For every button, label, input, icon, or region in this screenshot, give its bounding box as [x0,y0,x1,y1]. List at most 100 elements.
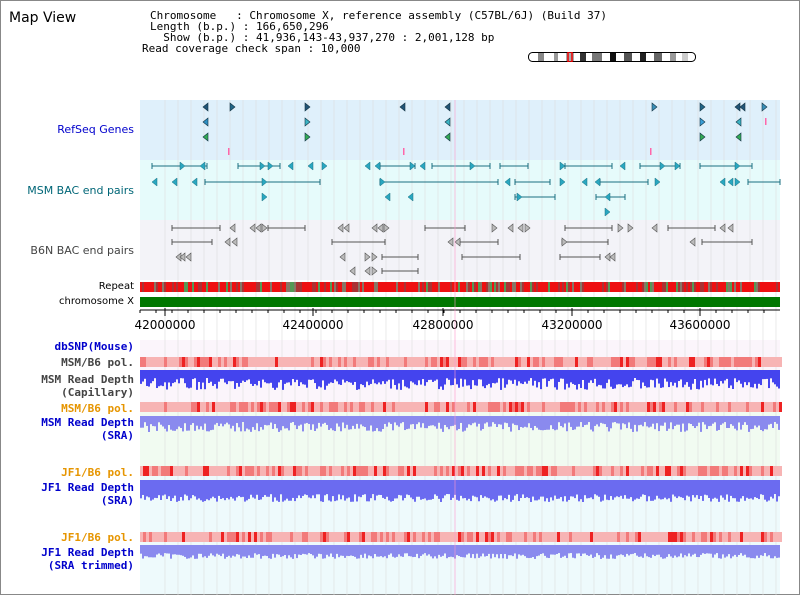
polymorphism-cell [419,357,422,367]
repeat-segment [400,282,402,292]
depth-bar [358,416,360,429]
gene-glyph [651,102,658,112]
b6n-end-arrow [229,223,236,233]
depth-bar [202,480,204,502]
repeat-segment [722,282,724,292]
depth-bar [184,370,186,384]
polymorphism-cell [440,402,443,412]
polymorphism-cell [722,402,725,412]
jf1-read-depth-trimmed-label[interactable]: JF1 Read Depth [41,546,134,559]
depth-bar [680,370,682,380]
polymorphism-cell [422,357,425,367]
polymorphism-cell [701,532,704,542]
jf1-b6-pol-label[interactable]: JF1/B6 pol. [61,466,134,479]
depth-bar [528,370,530,381]
depth-bar [700,416,702,432]
msm-read-depth-capillary-label[interactable]: MSM Read Depth [41,373,134,386]
depth-bar [412,480,414,500]
depth-bar [534,370,536,381]
depth-bar [566,416,568,432]
depth-bar [250,370,252,384]
polymorphism-cell [680,357,683,367]
depth-bar [416,480,418,497]
depth-bar [536,416,538,428]
jf1-read-depth-sra-label[interactable]: JF1 Read Depth [41,481,134,494]
repeat-segment [748,282,750,292]
depth-bar [606,370,608,383]
repeat-segment [258,282,260,292]
polymorphism-cell [290,357,293,367]
depth-bar [570,370,572,383]
polymorphism-cell [308,466,311,476]
b6n-end-arrow [337,223,344,233]
msm-bac-label[interactable]: MSM BAC end pairs [27,184,134,197]
jf1-b6-pol-label-2[interactable]: JF1/B6 pol. [61,531,134,544]
dbsnp-label[interactable]: dbSNP(Mouse) [54,340,134,353]
depth-bar [742,480,744,497]
depth-bar [510,370,512,381]
depth-bar [244,480,246,502]
depth-bar [744,480,746,501]
polymorphism-cell [311,466,314,476]
msm-b6-pol-label[interactable]: MSM/B6 pol. [61,356,134,369]
repeat-segment [270,282,272,292]
depth-bar [158,370,160,387]
depth-bar [386,480,388,497]
depth-bar [302,545,304,554]
repeat-segment [304,282,306,292]
refseq-genes-label[interactable]: RefSeq Genes [57,123,134,136]
depth-bar [764,480,766,500]
depth-bar [436,480,438,496]
repeat-segment [476,282,478,292]
polymorphism-cell [587,402,590,412]
depth-bar [418,545,420,559]
chromosome-ideogram[interactable] [528,52,696,62]
polymorphism-cell [227,357,230,367]
depth-bar [432,416,434,426]
depth-bar [732,416,734,426]
repeat-segment [410,282,412,292]
depth-bar [624,480,626,496]
depth-bar [220,416,222,424]
bac-end-arrow [407,192,414,202]
depth-bar [172,416,174,431]
depth-bar [500,545,502,555]
polymorphism-cell [734,466,737,476]
polymorphism-cell [359,466,362,476]
polymorphism-cell [410,402,413,412]
depth-bar [218,416,220,427]
depth-bar [656,370,658,379]
depth-bar [204,480,206,502]
polymorphism-cell [167,357,170,367]
polymorphism-cell [191,466,194,476]
depth-bar [590,545,592,555]
depth-bar [258,416,260,432]
depth-bar [578,370,580,385]
b6n-end-arrow [185,252,192,262]
depth-bar [710,480,712,502]
repeat-segment [762,282,764,292]
depth-bar [432,480,434,499]
depth-bar [660,480,662,500]
msm-read-depth-sra-label[interactable]: MSM Read Depth [41,416,134,429]
repeat-segment [466,282,468,292]
repeat-segment [520,282,522,292]
polymorphism-cell [293,466,296,476]
b6n-bac-label[interactable]: B6N BAC end pairs [30,244,134,257]
repeat-segment [234,282,236,292]
depth-bar [664,416,666,423]
msm-b6-pol-sra-label[interactable]: MSM/B6 pol. [61,402,134,415]
repeat-segment [766,282,768,292]
polymorphism-cell [770,357,773,367]
polymorphism-cell [212,402,215,412]
bac-end-arrow [734,177,741,187]
depth-bar [402,480,404,501]
polymorphism-cell [290,466,293,476]
polymorphism-cell [485,532,488,542]
depth-bar [142,370,144,382]
depth-bar [736,545,738,557]
repeat-segment [442,282,444,292]
polymorphism-cell [662,402,665,412]
depth-bar [400,370,402,390]
